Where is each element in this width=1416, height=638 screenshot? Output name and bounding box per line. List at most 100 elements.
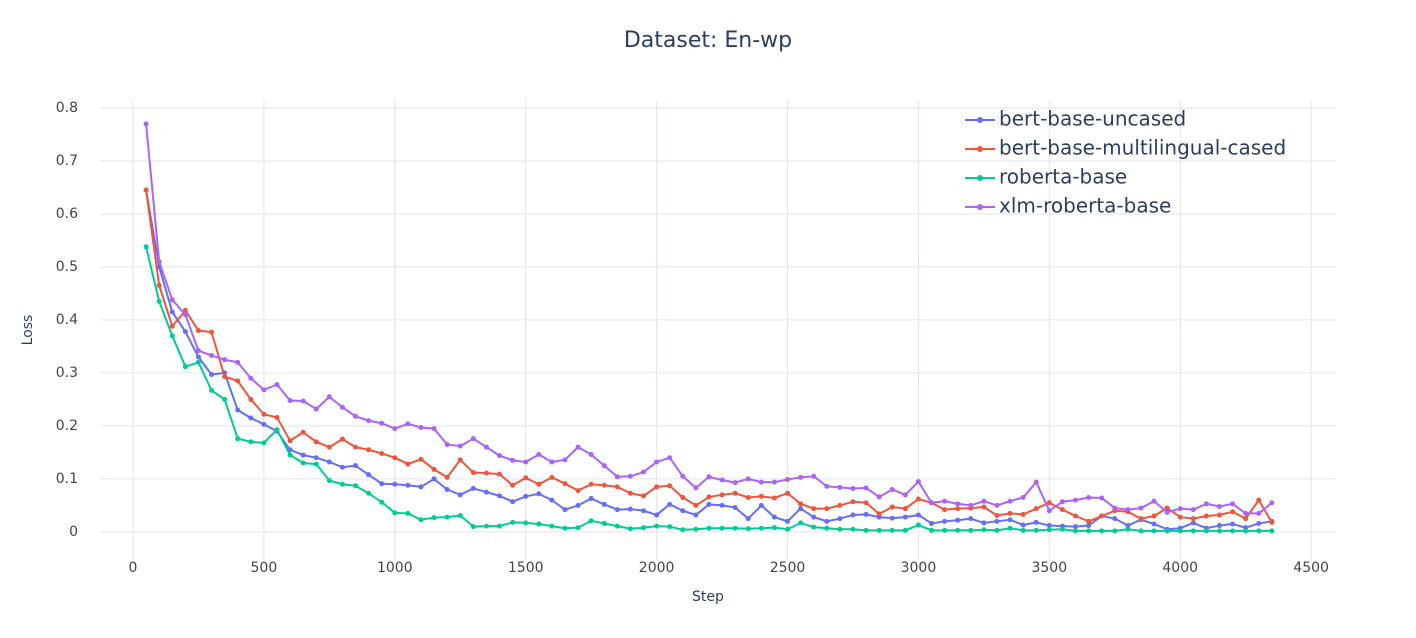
marker: [915, 512, 921, 518]
marker: [1164, 528, 1170, 534]
marker: [353, 483, 359, 489]
marker: [994, 527, 1000, 533]
series: [143, 187, 1275, 525]
marker: [562, 525, 568, 531]
marker: [209, 352, 215, 358]
marker: [1203, 513, 1209, 519]
marker: [824, 506, 830, 512]
marker: [706, 501, 712, 507]
marker: [549, 497, 555, 503]
marker: [536, 481, 542, 487]
marker: [889, 487, 895, 493]
legend-label: bert-base-multilingual-cased: [999, 136, 1286, 160]
marker: [1125, 526, 1131, 532]
marker: [1033, 506, 1039, 512]
marker: [614, 507, 620, 513]
marker: [680, 494, 686, 500]
marker: [929, 527, 935, 533]
marker: [510, 482, 516, 488]
marker: [902, 514, 908, 520]
marker: [1151, 528, 1157, 534]
marker: [667, 483, 673, 489]
marker: [483, 470, 489, 476]
marker: [955, 501, 961, 507]
marker: [169, 309, 175, 315]
marker: [601, 501, 607, 507]
marker: [523, 475, 529, 481]
marker: [889, 515, 895, 521]
marker: [483, 489, 489, 495]
marker: [156, 259, 162, 265]
y-tick-label: 0.6: [56, 206, 78, 222]
marker: [379, 450, 385, 456]
marker: [1230, 528, 1236, 534]
marker: [274, 427, 280, 433]
marker: [1164, 505, 1170, 511]
marker: [824, 525, 830, 531]
legend-marker: [977, 117, 983, 123]
marker: [444, 474, 450, 480]
marker: [326, 394, 332, 400]
marker: [785, 490, 791, 496]
marker: [929, 500, 935, 506]
marker: [1177, 528, 1183, 534]
marker: [1033, 519, 1039, 525]
marker: [418, 484, 424, 490]
marker: [601, 463, 607, 469]
marker: [1256, 497, 1262, 503]
marker: [732, 490, 738, 496]
marker: [209, 329, 215, 335]
marker: [536, 452, 542, 458]
marker: [876, 511, 882, 517]
marker: [1112, 528, 1118, 534]
marker: [654, 523, 660, 529]
marker: [693, 526, 699, 532]
marker: [942, 507, 948, 513]
x-axis-title: Step: [692, 589, 724, 605]
marker: [497, 523, 503, 529]
marker: [1230, 501, 1236, 507]
x-tick-label: 3000: [901, 560, 937, 576]
marker: [575, 488, 581, 494]
marker: [1243, 510, 1249, 516]
marker: [1125, 523, 1131, 529]
marker: [483, 523, 489, 529]
marker: [1190, 528, 1196, 534]
marker: [1020, 494, 1026, 500]
marker: [1086, 518, 1092, 524]
marker: [745, 526, 751, 532]
marker: [497, 493, 503, 499]
marker: [745, 476, 751, 482]
marker: [235, 378, 241, 384]
marker: [981, 504, 987, 510]
series: [143, 121, 1275, 516]
marker: [837, 516, 843, 522]
legend-marker: [977, 204, 983, 210]
marker: [1203, 528, 1209, 534]
marker: [431, 426, 437, 432]
marker: [732, 505, 738, 511]
marker: [627, 526, 633, 532]
marker: [771, 525, 777, 531]
marker: [549, 474, 555, 480]
marker: [994, 512, 1000, 518]
marker: [143, 187, 149, 193]
marker: [418, 456, 424, 462]
marker: [1020, 511, 1026, 517]
marker: [1086, 494, 1092, 500]
marker: [588, 481, 594, 487]
marker: [313, 406, 319, 412]
marker: [994, 518, 1000, 524]
marker: [968, 502, 974, 508]
marker: [405, 421, 411, 427]
y-tick-label: 0.1: [56, 471, 78, 487]
marker: [1230, 521, 1236, 527]
marker: [497, 471, 503, 477]
marker: [719, 492, 725, 498]
marker: [379, 420, 385, 426]
marker: [562, 507, 568, 513]
marker: [457, 443, 463, 449]
marker: [339, 464, 345, 470]
marker: [850, 512, 856, 518]
